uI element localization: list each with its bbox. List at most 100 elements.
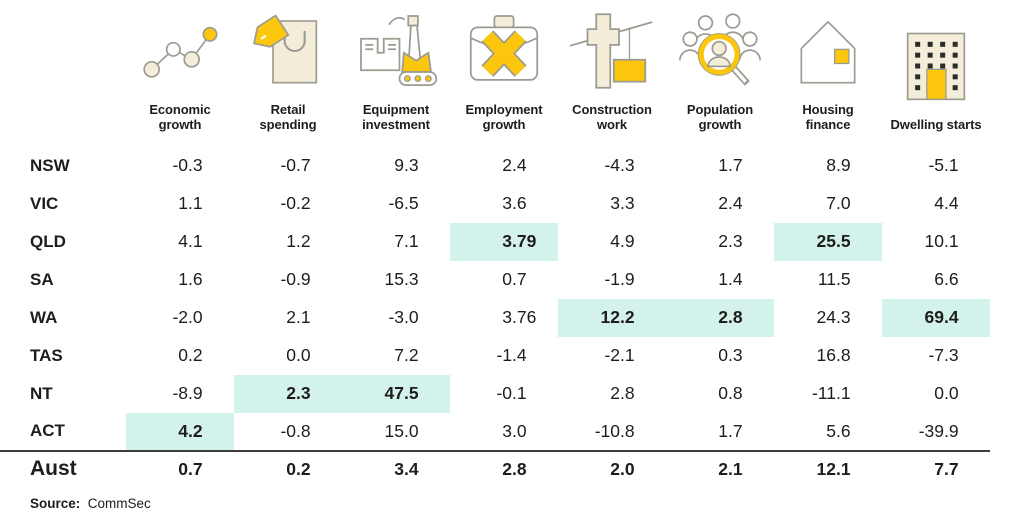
cell-qld-1: 1.2 bbox=[286, 231, 311, 252]
column-header-population-growth: Population growth bbox=[666, 6, 774, 147]
housing-finance-icon bbox=[774, 6, 882, 96]
cell-nt-3: -0.1 bbox=[496, 383, 527, 404]
cell-nsw-4: -4.3 bbox=[604, 155, 635, 176]
row-label: NT bbox=[30, 383, 53, 403]
cell-vic-4: 3.3 bbox=[610, 193, 635, 214]
source-text: CommSec bbox=[87, 495, 151, 511]
column-header-housing-finance: Housing finance bbox=[774, 6, 882, 147]
cell-nt-6: -11.1 bbox=[812, 383, 851, 404]
cell-vic-2: -6.5 bbox=[388, 193, 419, 214]
column-label: Construction work bbox=[572, 102, 652, 133]
column-header-economic-growth: Economic growth bbox=[126, 6, 234, 147]
cell-act-2: 15.0 bbox=[384, 420, 419, 441]
column-header-equipment-investment: Equipment investment bbox=[342, 6, 450, 147]
cell-wa-4-highlighted: 12.2 bbox=[558, 298, 666, 337]
cell-act-6: 5.6 bbox=[826, 420, 851, 441]
source-note: Source: CommSec bbox=[30, 496, 1024, 511]
state-row-vic: VIC 1.1 -0.2 -6.5 3.6 3.3 2.4 7.0 4.4 bbox=[0, 185, 990, 223]
cell-nt-1-highlighted: 2.3 bbox=[234, 374, 342, 413]
cell-wa-0: -2.0 bbox=[172, 307, 203, 328]
cell-wa-5-highlighted: 2.8 bbox=[666, 298, 774, 337]
cell-sa-0: 1.6 bbox=[178, 269, 203, 290]
table-foot: Aust 0.7 0.2 3.4 2.8 2.0 2.1 12.1 7.7 bbox=[0, 449, 990, 487]
cell-vic-1: -0.2 bbox=[280, 193, 311, 214]
cell-vic-6: 7.0 bbox=[826, 193, 851, 214]
row-label: NSW bbox=[30, 155, 70, 175]
cell-wa-1: 2.1 bbox=[286, 307, 311, 328]
cell-vic-3: 3.6 bbox=[502, 193, 527, 214]
row-label: VIC bbox=[30, 193, 59, 213]
equipment-investment-icon bbox=[342, 6, 450, 96]
cell-tas-3: -1.4 bbox=[496, 345, 527, 366]
cell-sa-1: -0.9 bbox=[280, 269, 311, 290]
cell-nsw-1: -0.7 bbox=[280, 155, 311, 176]
cell-nsw-0: -0.3 bbox=[172, 155, 203, 176]
dwelling-starts-icon bbox=[882, 21, 990, 111]
cell-aust-7: 7.7 bbox=[882, 449, 990, 487]
column-header-retail-spending: Retail spending bbox=[234, 6, 342, 147]
column-label: Population growth bbox=[686, 102, 754, 133]
cell-act-7: -39.9 bbox=[918, 420, 959, 441]
cell-aust-5: 2.1 bbox=[666, 449, 774, 487]
cell-sa-4: -1.9 bbox=[604, 269, 635, 290]
cell-nsw-2: 9.3 bbox=[394, 155, 419, 176]
cell-sa-6: 11.5 bbox=[817, 269, 851, 290]
cell-wa-7-highlighted: 69.4 bbox=[882, 298, 990, 337]
cell-aust-0: 0.7 bbox=[126, 449, 234, 487]
state-row-nsw: NSW -0.3 -0.7 9.3 2.4 -4.3 1.7 8.9 -5.1 bbox=[0, 147, 990, 185]
cell-tas-7: -7.3 bbox=[928, 345, 959, 366]
state-economy-table: Economic growth Retail spending bbox=[0, 6, 990, 487]
source-label: Source: bbox=[30, 495, 81, 511]
cell-tas-5: 0.3 bbox=[718, 345, 743, 366]
cell-aust-1: 0.2 bbox=[234, 449, 342, 487]
header-row: Economic growth Retail spending bbox=[0, 6, 990, 147]
cell-wa-3: 3.76 bbox=[502, 307, 537, 328]
cell-aust-6: 12.1 bbox=[774, 449, 882, 487]
cell-qld-3-highlighted: 3.79 bbox=[450, 222, 558, 261]
state-row-act: ACT 4.2 -0.8 15.0 3.0 -10.8 1.7 5.6 -39.9 bbox=[0, 412, 990, 451]
cell-act-1: -0.8 bbox=[280, 420, 311, 441]
cell-tas-6: 16.8 bbox=[816, 345, 851, 366]
retail-spending-icon bbox=[234, 6, 342, 96]
population-growth-icon bbox=[666, 6, 774, 96]
state-row-tas: TAS 0.2 0.0 7.2 -1.4 -2.1 0.3 16.8 -7.3 bbox=[0, 337, 990, 375]
cell-sa-3: 0.7 bbox=[502, 269, 527, 290]
cell-act-0-highlighted: 4.2 bbox=[126, 412, 234, 451]
cell-qld-2: 7.1 bbox=[394, 231, 419, 252]
column-label: Employment growth bbox=[465, 102, 543, 133]
column-label: Dwelling starts bbox=[890, 117, 982, 133]
cell-nt-2-highlighted: 47.5 bbox=[342, 374, 450, 413]
row-label: TAS bbox=[30, 345, 63, 365]
cell-wa-2: -3.0 bbox=[388, 307, 419, 328]
cell-act-5: 1.7 bbox=[718, 420, 743, 441]
total-row: Aust 0.7 0.2 3.4 2.8 2.0 2.1 12.1 7.7 bbox=[0, 449, 990, 487]
cell-qld-5: 2.3 bbox=[718, 231, 743, 252]
column-header-employment-growth: Employment growth bbox=[450, 6, 558, 147]
cell-nt-5: 0.8 bbox=[718, 383, 743, 404]
cell-vic-0: 1.1 bbox=[178, 193, 203, 214]
cell-tas-0: 0.2 bbox=[178, 345, 203, 366]
corner-cell bbox=[0, 6, 126, 147]
cell-aust-3: 2.8 bbox=[450, 449, 558, 487]
column-label: Equipment investment bbox=[362, 102, 430, 133]
cell-nt-7: 0.0 bbox=[934, 383, 959, 404]
cell-sa-2: 15.3 bbox=[384, 269, 419, 290]
row-label: SA bbox=[30, 269, 54, 289]
cell-nsw-6: 8.9 bbox=[826, 155, 851, 176]
cell-act-4: -10.8 bbox=[594, 420, 635, 441]
cell-qld-6-highlighted: 25.5 bbox=[774, 222, 882, 261]
construction-work-icon bbox=[558, 6, 666, 96]
economic-growth-icon bbox=[126, 6, 234, 96]
cell-nt-4: 2.8 bbox=[610, 383, 635, 404]
cell-sa-5: 1.4 bbox=[718, 269, 743, 290]
employment-growth-icon bbox=[450, 6, 558, 96]
column-label: Housing finance bbox=[802, 102, 854, 133]
cell-tas-4: -2.1 bbox=[604, 345, 635, 366]
column-label: Retail spending bbox=[259, 102, 317, 133]
cell-tas-2: 7.2 bbox=[394, 345, 419, 366]
row-label: QLD bbox=[30, 231, 66, 251]
state-row-wa: WA -2.0 2.1 -3.0 3.76 12.2 2.8 24.3 69.4 bbox=[0, 298, 990, 337]
state-row-nt: NT -8.9 2.3 47.5 -0.1 2.8 0.8 -11.1 0.0 bbox=[0, 374, 990, 413]
cell-nsw-7: -5.1 bbox=[928, 155, 959, 176]
